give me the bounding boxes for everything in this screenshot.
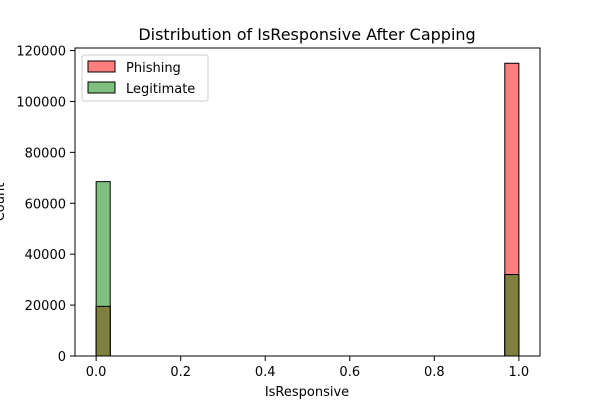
y-axis-ticks: 0 20000 40000 60000 80000 100000 120000 xyxy=(16,45,75,365)
y-tick-label: 40000 xyxy=(25,248,66,263)
x-tick-label: 0.8 xyxy=(424,365,445,380)
x-tick-label: 0.6 xyxy=(339,365,360,380)
x-tick-label: 0.0 xyxy=(86,365,107,380)
y-axis-label: Count xyxy=(0,183,8,222)
y-tick-label: 80000 xyxy=(25,146,66,161)
legend-label-legitimate: Legitimate xyxy=(126,82,195,97)
x-axis-ticks: 0.0 0.2 0.4 0.6 0.8 1.0 xyxy=(86,356,529,380)
plot-frame xyxy=(74,47,541,357)
legend: Phishing Legitimate xyxy=(81,54,209,102)
legend-label-phishing: Phishing xyxy=(126,61,181,76)
x-tick-label: 1.0 xyxy=(509,365,530,380)
y-tick-label: 20000 xyxy=(25,299,66,314)
x-axis-label: IsResponsive xyxy=(265,385,349,400)
x-tick-label: 0.4 xyxy=(255,365,276,380)
legend-swatch-legitimate xyxy=(87,81,116,94)
legend-swatch-phishing xyxy=(87,60,116,73)
x-tick-label: 0.2 xyxy=(170,365,191,380)
bars-layer xyxy=(95,62,520,357)
y-tick-label: 60000 xyxy=(25,197,66,212)
overlap-layer xyxy=(95,274,520,357)
bar-overlap-0 xyxy=(95,305,111,357)
y-tick-label: 120000 xyxy=(16,45,66,60)
bar-overlap-1 xyxy=(504,274,520,357)
chart-title: Distribution of IsResponsive After Cappi… xyxy=(138,25,475,44)
y-tick-label: 0 xyxy=(58,350,66,365)
y-tick-label: 100000 xyxy=(16,95,66,110)
